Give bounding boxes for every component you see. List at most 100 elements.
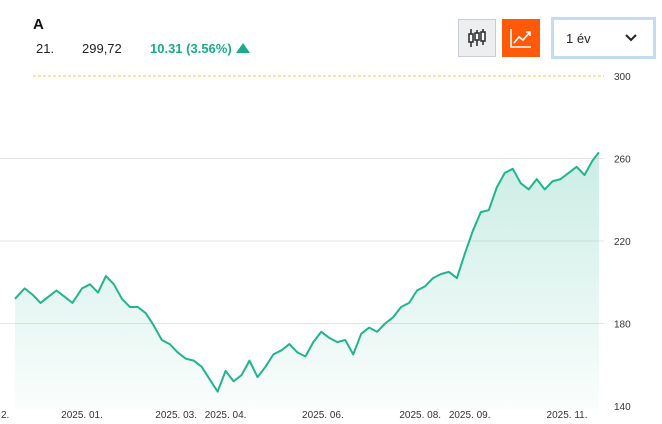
data-point: [384, 323, 386, 325]
data-point: [265, 366, 267, 368]
data-point: [137, 306, 139, 308]
data-point: [185, 358, 187, 360]
ticker-symbol: A: [33, 16, 44, 33]
period-select[interactable]: 1 év: [551, 17, 656, 59]
data-point: [424, 285, 426, 287]
x-tick-label: 2025. 11.: [547, 410, 588, 421]
data-point: [344, 339, 346, 341]
data-point: [368, 327, 370, 329]
data-point: [145, 312, 147, 314]
last-price: 299,72: [82, 41, 122, 56]
data-point: [576, 166, 578, 168]
y-tick-label: 300: [614, 72, 631, 83]
data-point: [488, 209, 490, 211]
x-tick-label: 2025. 03.: [155, 410, 197, 421]
data-point: [416, 290, 418, 292]
quote-header: A 21. 299,72 10.31 (3.56%) 1 év: [0, 0, 662, 70]
data-point: [448, 271, 450, 273]
x-tick-label-cut: 2.: [1, 410, 9, 421]
data-point: [233, 380, 235, 382]
data-point: [161, 339, 163, 341]
data-point: [32, 294, 34, 296]
data-point: [312, 341, 314, 343]
data-point: [14, 298, 16, 300]
data-point: [81, 287, 83, 289]
x-axis: 2025. 01. 2025. 03. 2025. 04. 2025. 06. 2025…: [1, 410, 587, 421]
data-point: [352, 353, 354, 355]
data-point: [241, 374, 243, 376]
data-point: [568, 172, 570, 174]
y-tick-label: 260: [614, 155, 631, 166]
data-point: [177, 351, 179, 353]
candlestick-chart-button[interactable]: [458, 19, 496, 57]
data-point: [48, 296, 50, 298]
data-point: [24, 287, 26, 289]
x-tick-label: 2025. 04.: [205, 410, 247, 421]
data-point: [280, 349, 282, 351]
y-tick-label: 220: [614, 237, 631, 248]
data-point: [584, 174, 586, 176]
data-point: [552, 180, 554, 182]
data-point: [544, 188, 546, 190]
line-chart-icon: [510, 29, 531, 48]
x-tick-label: 2025. 01.: [61, 410, 103, 421]
data-point: [249, 360, 251, 362]
data-point: [272, 353, 274, 355]
y-tick-label: 180: [614, 320, 631, 331]
data-point: [97, 292, 99, 294]
data-point: [89, 283, 91, 285]
y-tick-label: 140: [614, 402, 631, 413]
data-point: [360, 333, 362, 335]
data-point: [536, 178, 538, 180]
data-point: [64, 296, 66, 298]
data-point: [320, 331, 322, 333]
data-point: [392, 316, 394, 318]
data-point: [217, 391, 219, 393]
price-change: 10.31 (3.56%): [150, 41, 250, 56]
data-point: [528, 188, 530, 190]
price-area: [15, 152, 599, 411]
data-point: [71, 302, 73, 304]
y-axis: 140 180 220 260 300: [614, 72, 631, 413]
data-point: [496, 186, 498, 188]
data-point: [40, 302, 42, 304]
data-point: [304, 356, 306, 358]
x-tick-label: 2025. 06.: [302, 410, 344, 421]
data-point: [153, 325, 155, 327]
data-point: [336, 341, 338, 343]
data-point: [296, 351, 298, 353]
data-point: [376, 331, 378, 333]
candlestick-icon: [468, 29, 486, 47]
data-point: [225, 370, 227, 372]
quote-date: 21.: [36, 41, 55, 56]
x-tick-label: 2025. 09.: [449, 410, 491, 421]
data-point: [56, 290, 58, 292]
x-tick-label: 2025. 08.: [399, 410, 441, 421]
data-point: [129, 306, 131, 308]
data-point: [193, 360, 195, 362]
line-chart-button[interactable]: [502, 19, 540, 57]
data-point: [169, 343, 171, 345]
data-point: [512, 168, 514, 170]
data-point: [432, 277, 434, 279]
data-point: [560, 178, 562, 180]
data-point: [121, 298, 123, 300]
data-point: [464, 252, 466, 254]
data-point: [408, 302, 410, 304]
up-arrow-icon: [235, 43, 250, 53]
price-line: [14, 151, 600, 393]
chevron-down-icon: [625, 34, 637, 42]
data-point: [209, 378, 211, 380]
data-point: [504, 172, 506, 174]
data-point: [328, 337, 330, 339]
period-select-value: 1 év: [566, 31, 591, 46]
data-point: [257, 376, 259, 378]
data-point: [440, 273, 442, 275]
data-point: [105, 275, 107, 277]
data-point: [201, 366, 203, 368]
data-point: [472, 230, 474, 232]
data-point: [480, 211, 482, 213]
data-point: [456, 277, 458, 279]
data-point: [288, 343, 290, 345]
